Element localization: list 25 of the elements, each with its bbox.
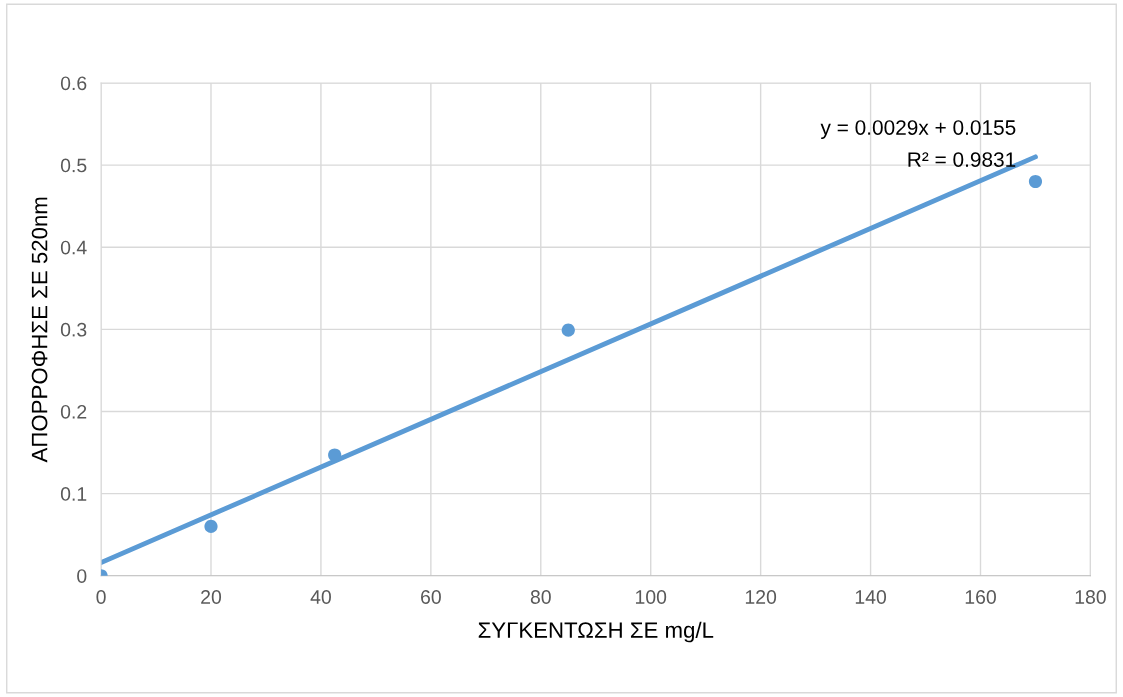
x-tick-label: 60 (421, 590, 441, 604)
y-tick-label: 0.1 (60, 487, 87, 501)
y-tick-label: 0.2 (60, 404, 87, 419)
y-tick-label: 0.6 (60, 76, 87, 91)
x-tick-label: 0 (96, 590, 106, 604)
x-tick-label: 40 (310, 590, 331, 604)
point (328, 448, 342, 462)
x-tick-label: 100 (635, 590, 667, 604)
x-tick-label: 80 (530, 590, 551, 604)
point (561, 323, 575, 337)
annotation: R² = 0.9831 (908, 152, 1016, 167)
point (204, 519, 218, 534)
x-axis-title: ΣΥΓΚΕΝΤΩΣΗ ΣΕ mg/L (478, 621, 714, 643)
x-tick-label: 140 (855, 590, 887, 604)
y-tick-label: 0 (77, 569, 87, 583)
y-tick-label: 0.3 (60, 322, 87, 337)
annotation: y = 0.0029x + 0.0155 (820, 120, 1016, 140)
x-tick-label: 120 (745, 590, 777, 604)
x-tick-label: 160 (965, 590, 996, 604)
x-tick-label: 180 (1075, 590, 1106, 604)
y-axis-title: ΑΠΟΡΡΟΦΗΣΕ ΣΕ 520nm (31, 197, 48, 463)
y-tick-label: 0.4 (60, 240, 87, 255)
point (1028, 174, 1043, 189)
y-tick-label: 0.5 (60, 158, 87, 173)
x-tick-label: 20 (201, 590, 222, 604)
